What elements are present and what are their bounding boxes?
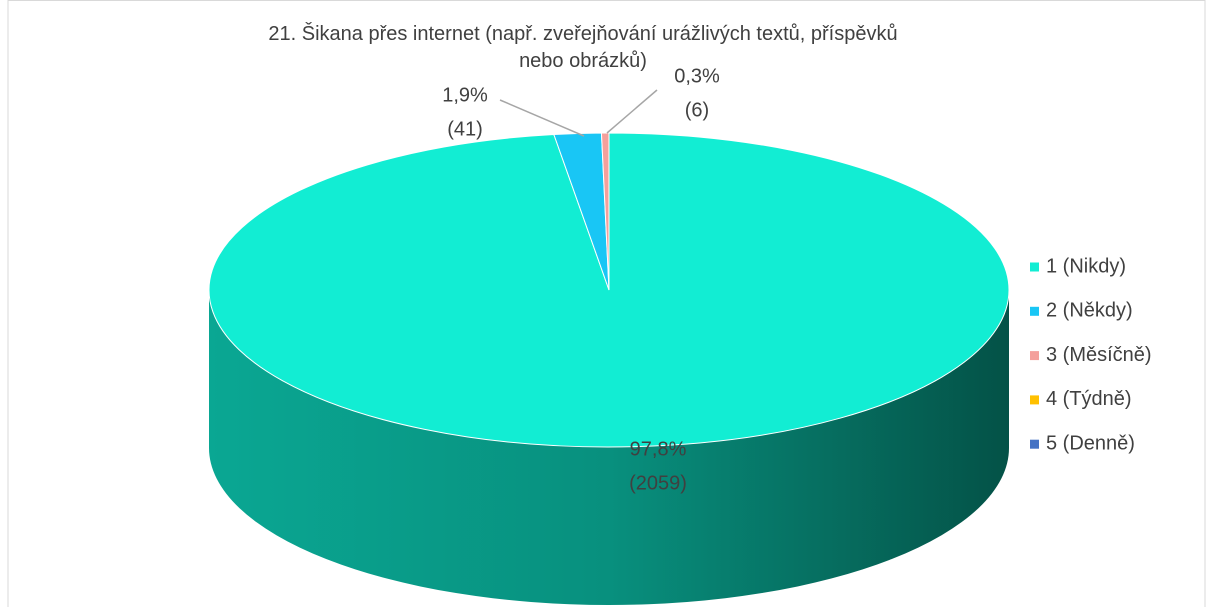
data-label: 1,9% xyxy=(442,84,488,106)
legend-swatch xyxy=(1030,306,1039,316)
pie-slice xyxy=(600,132,610,291)
legend-label: 3 (Měsíčně) xyxy=(1046,344,1152,366)
legend-label: 5 (Denně) xyxy=(1046,432,1135,454)
chart-title: 21. Šikana přes internet (např. zveřejňo… xyxy=(268,22,897,72)
legend-label: 1 (Nikdy) xyxy=(1046,255,1126,277)
data-label: 97,8% xyxy=(630,438,687,460)
data-label: 0,3% xyxy=(674,65,720,87)
count-label: (2059) xyxy=(629,472,687,494)
leader-line xyxy=(499,99,585,137)
leader-line xyxy=(606,89,658,134)
count-label: (6) xyxy=(685,99,709,121)
count-label: (41) xyxy=(447,118,483,140)
legend-swatch xyxy=(1030,395,1039,405)
legend-swatch xyxy=(1030,351,1039,361)
legend-label: 2 (Někdy) xyxy=(1046,300,1133,322)
legend-label: 4 (Týdně) xyxy=(1046,388,1132,410)
legend-swatch xyxy=(1030,439,1039,449)
legend-swatch xyxy=(1030,262,1039,272)
